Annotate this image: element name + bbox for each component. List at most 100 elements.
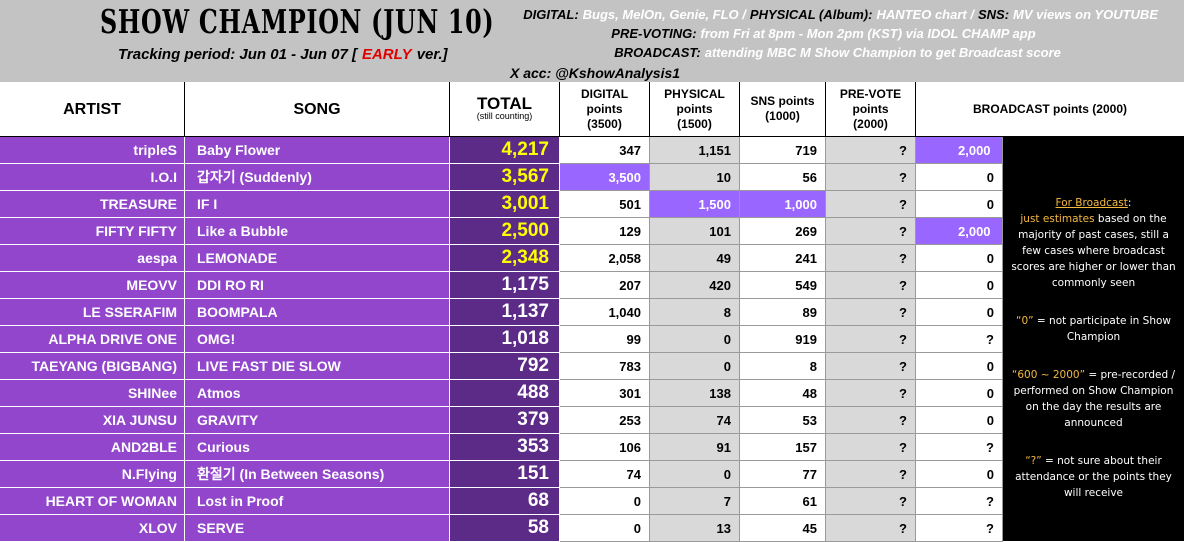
header-text: points [586,101,623,116]
table-cell: 106 [560,434,650,461]
top-banner: SHOW CHAMPION (JUN 10) Tracking period: … [0,0,1184,82]
table-cell: 2,000 [916,137,1003,164]
table-cell: AND2BLE [0,434,185,461]
table-cell: aespa [0,245,185,272]
note: For Broadcast: just estimates based on th… [1009,195,1178,291]
table-cell: HEART OF WOMAN [0,488,185,515]
header-text: PRE-VOTE [839,86,902,101]
table-cell: 3,001 [450,191,560,218]
note-text: = pre-recorded / performed on Show Champ… [1013,369,1176,429]
table-cell: 환절기 (In Between Seasons) [185,461,450,488]
table-cell: 207 [560,272,650,299]
info-line: BROADCAST: attending MBC M Show Champion … [523,43,1162,62]
table-cell: 151 [450,461,560,488]
table-cell: 0 [916,245,1003,272]
table-cell: ? [826,434,916,461]
column-header: PRE-VOTE points (2000) [826,82,916,137]
table-cell: 0 [650,326,740,353]
column-header: BROADCAST points (2000) [916,82,1184,137]
table-cell: ? [826,488,916,515]
table-cell: 77 [740,461,826,488]
table-cell: LE SSERAFIM [0,299,185,326]
table-cell: ? [826,461,916,488]
note-text: “?” [1025,455,1042,467]
table-cell: ? [826,137,916,164]
table-cell: N.Flying [0,461,185,488]
table-cell: 49 [650,245,740,272]
table-cell: 2,500 [450,218,560,245]
header-subtext: (still counting) [476,111,533,121]
table-cell: 56 [740,164,826,191]
table-cell: Lost in Proof [185,488,450,515]
note-text: just estimates [1020,213,1095,225]
note-text: “600 ~ 2000” [1011,369,1086,381]
tracking-text: ver.] [416,46,448,63]
table-cell: ? [826,218,916,245]
table-cell: 0 [650,353,740,380]
table-cell: 1,000 [740,191,826,218]
table-cell: 2,000 [916,218,1003,245]
table-cell: 61 [740,488,826,515]
table-cell: 1,040 [560,299,650,326]
header-text: (1500) [677,116,712,131]
table-cell: 792 [450,353,560,380]
note-text: = not participate in Show Champion [1033,315,1171,343]
table-cell: 2,348 [450,245,560,272]
note-text: based on the majority of past cases, sti… [1011,213,1176,289]
column-header: DIGITAL points (3500) [560,82,650,137]
table-cell: 379 [450,407,560,434]
info-label: BROADCAST: [614,45,701,60]
header-text: SONG [293,100,341,118]
table-cell: Baby Flower [185,137,450,164]
x-account: X acc: @KshowAnalysis1 [510,65,681,81]
table-cell: 0 [916,380,1003,407]
note-text: : [1127,197,1132,209]
info-line: PRE-VOTING: from Fri at 8pm - Mon 2pm (KS… [523,24,1162,43]
table-cell: 0 [650,461,740,488]
header-text: PHYSICAL [664,86,725,101]
table-cell: 0 [916,353,1003,380]
table-cell: 0 [560,488,650,515]
table-cell: ? [826,191,916,218]
table-cell: BOOMPALA [185,299,450,326]
info-value: Bugs, MelOn, Genie, FLO / [582,7,746,22]
info-lines: DIGITAL: Bugs, MelOn, Genie, FLO / PHYSICA… [523,5,1162,62]
note-text: “0” [1016,315,1034,327]
column-header: PHYSICAL points (1500) [650,82,740,137]
table-cell: 0 [916,407,1003,434]
table-cell: 0 [560,515,650,542]
table-cell: ? [826,272,916,299]
table-cell: 157 [740,434,826,461]
table-cell: 53 [740,407,826,434]
tracking-text: Tracking period: Jun 01 - Jun 07 [ [118,46,357,63]
table-cell: 91 [650,434,740,461]
column-header: ARTIST [0,82,185,137]
table-cell: 갑자기 (Suddenly) [185,164,450,191]
note: “0” = not participate in Show Champion [1009,313,1178,345]
table-cell: 101 [650,218,740,245]
header-text: DIGITAL [580,86,629,101]
header-text: (1000) [765,109,800,123]
table-cell: 45 [740,515,826,542]
table-cell: 420 [650,272,740,299]
table-cell: 549 [740,272,826,299]
header-text: (2000) [853,116,888,131]
table-cell: DDI RO RI [185,272,450,299]
table-cell: 0 [916,164,1003,191]
column-header: SNS points (1000) [740,82,826,137]
table-cell: 919 [740,326,826,353]
note: “?” = not sure about their attendance or… [1009,453,1178,501]
table-cell: 488 [450,380,560,407]
table-cell: 0 [916,191,1003,218]
table-cell: 0 [916,299,1003,326]
info-line: DIGITAL: Bugs, MelOn, Genie, FLO / PHYSICA… [523,5,1162,24]
info-label: PHYSICAL (Album): [749,7,873,22]
info-label: SNS: [977,7,1010,22]
note-text: = not sure about their attendance or the… [1015,455,1172,499]
table-cell: 1,018 [450,326,560,353]
table-cell: ? [826,245,916,272]
header-text: SNS points [750,94,815,108]
table-cell: 719 [740,137,826,164]
table-cell: tripleS [0,137,185,164]
